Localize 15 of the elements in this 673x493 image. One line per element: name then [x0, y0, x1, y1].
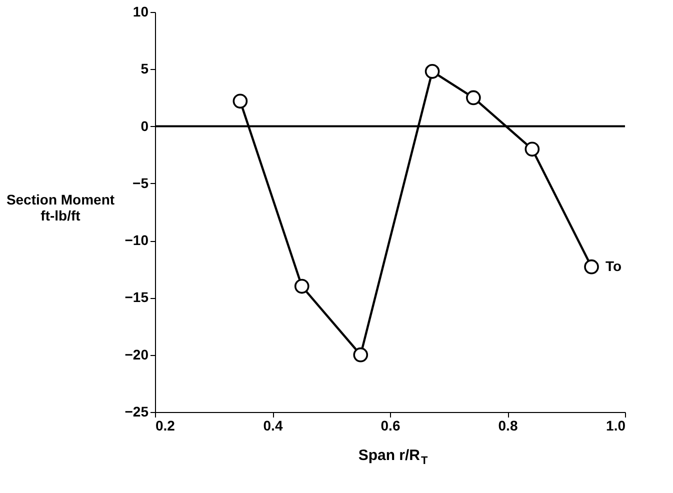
x-tick-label: 0.2	[156, 418, 176, 434]
y-tick-label: −25	[124, 404, 149, 420]
y-tick-label: 10	[132, 4, 149, 20]
annotation: To	[606, 258, 622, 274]
y-tick-label: 0	[140, 118, 149, 134]
y-tick-label: −20	[124, 346, 149, 362]
x-tick-label: 1.0	[606, 418, 626, 434]
y-tick-label: −5	[132, 174, 149, 191]
x-tick-label: 0.8	[498, 418, 518, 434]
y-tick-label: −10	[124, 232, 149, 248]
x-tick-label: 0.6	[380, 418, 400, 434]
y-tick-label: −15	[124, 289, 149, 306]
x-tick-label: 0.4	[263, 418, 283, 434]
y-tick-label: 5	[140, 60, 149, 77]
y-axis-title: Section Moment ft-lb/ft	[6, 192, 115, 224]
